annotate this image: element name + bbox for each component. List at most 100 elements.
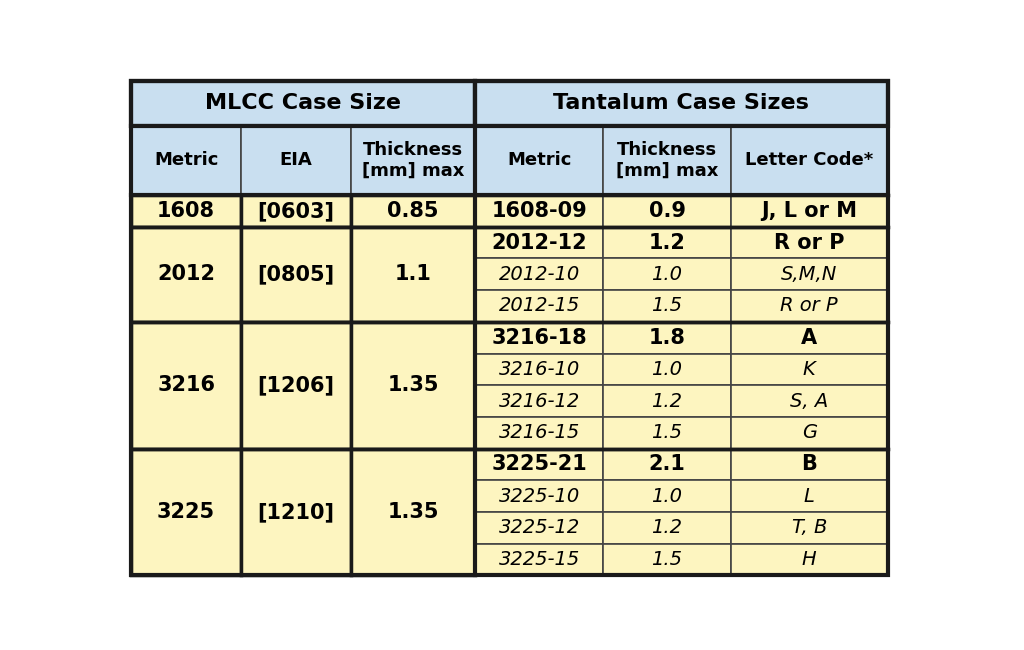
Bar — [351, 448, 475, 575]
Text: Tantalum Case Sizes: Tantalum Case Sizes — [553, 94, 809, 113]
Text: 1.2: 1.2 — [651, 518, 683, 538]
Text: [0805]: [0805] — [258, 265, 335, 284]
Text: 1.5: 1.5 — [651, 423, 683, 442]
Text: 3216-12: 3216-12 — [499, 391, 580, 411]
Bar — [603, 512, 731, 543]
Text: 3216-15: 3216-15 — [499, 423, 580, 442]
Bar — [731, 543, 888, 575]
Bar — [131, 125, 241, 195]
Text: B: B — [802, 454, 817, 474]
Bar — [731, 227, 888, 259]
Text: EIA: EIA — [280, 151, 312, 170]
Text: 2012-12: 2012-12 — [492, 233, 587, 253]
Bar — [731, 385, 888, 417]
Text: 1.2: 1.2 — [651, 391, 683, 411]
Bar — [603, 385, 731, 417]
Bar — [731, 259, 888, 290]
Bar — [131, 195, 241, 227]
Text: 2012: 2012 — [157, 265, 215, 284]
Text: T, B: T, B — [792, 518, 827, 538]
Bar — [351, 227, 475, 322]
Bar — [475, 512, 603, 543]
Bar — [731, 125, 888, 195]
Text: 3216: 3216 — [157, 375, 215, 395]
Text: 3225-10: 3225-10 — [499, 487, 580, 506]
Text: G: G — [802, 423, 817, 442]
Bar — [475, 125, 603, 195]
Text: 2012-10: 2012-10 — [499, 265, 580, 284]
Bar — [603, 417, 731, 448]
Text: 2012-15: 2012-15 — [499, 296, 580, 315]
Text: R or P: R or P — [774, 233, 845, 253]
Text: MLCC Case Size: MLCC Case Size — [205, 94, 401, 113]
Bar — [603, 448, 731, 480]
Text: Letter Code*: Letter Code* — [745, 151, 873, 170]
Bar — [241, 322, 351, 448]
Text: 0.85: 0.85 — [387, 201, 439, 221]
Bar — [475, 195, 603, 227]
Bar — [731, 480, 888, 512]
Bar — [475, 543, 603, 575]
Bar — [731, 290, 888, 322]
Text: 3225: 3225 — [157, 502, 215, 522]
Text: 3225-21: 3225-21 — [492, 454, 587, 474]
Bar — [351, 195, 475, 227]
Bar — [731, 512, 888, 543]
Bar — [241, 125, 351, 195]
Text: Thickness
[mm] max: Thickness [mm] max — [615, 141, 718, 180]
Text: A: A — [801, 328, 817, 348]
Text: S, A: S, A — [791, 391, 828, 411]
Text: R or P: R or P — [780, 296, 838, 315]
Bar — [475, 417, 603, 448]
Text: 3216-18: 3216-18 — [492, 328, 587, 348]
Text: 1.5: 1.5 — [651, 296, 683, 315]
Text: J, L or M: J, L or M — [761, 201, 857, 221]
Text: 1.5: 1.5 — [651, 550, 683, 569]
Bar — [603, 354, 731, 385]
Text: Thickness
[mm] max: Thickness [mm] max — [362, 141, 465, 180]
Text: 1.2: 1.2 — [648, 233, 685, 253]
Text: H: H — [802, 550, 816, 569]
Bar — [241, 195, 351, 227]
Bar — [731, 354, 888, 385]
Bar — [603, 322, 731, 354]
Bar — [131, 322, 241, 448]
Bar — [731, 322, 888, 354]
Bar — [603, 195, 731, 227]
Text: 1.35: 1.35 — [387, 375, 439, 395]
Bar — [475, 290, 603, 322]
Bar — [351, 322, 475, 448]
Text: 1.0: 1.0 — [651, 487, 683, 506]
Bar — [475, 354, 603, 385]
Bar — [351, 125, 475, 195]
Text: L: L — [804, 487, 815, 506]
Text: [1206]: [1206] — [258, 375, 335, 395]
Text: K: K — [803, 360, 815, 379]
Bar — [475, 81, 888, 125]
Text: 1.8: 1.8 — [648, 328, 685, 348]
Bar — [131, 448, 241, 575]
Text: 0.9: 0.9 — [648, 201, 685, 221]
Text: 1608-09: 1608-09 — [492, 201, 587, 221]
Bar — [603, 227, 731, 259]
Text: Metric: Metric — [507, 151, 571, 170]
Text: 1608: 1608 — [157, 201, 215, 221]
Bar — [241, 227, 351, 322]
Bar — [731, 448, 888, 480]
Bar — [603, 259, 731, 290]
Text: 3216-10: 3216-10 — [499, 360, 580, 379]
Bar — [131, 81, 475, 125]
Text: [1210]: [1210] — [258, 502, 335, 522]
Bar — [603, 125, 731, 195]
Bar — [731, 195, 888, 227]
Bar — [131, 227, 241, 322]
Bar — [475, 322, 603, 354]
Bar — [603, 543, 731, 575]
Text: 1.0: 1.0 — [651, 360, 683, 379]
Text: 1.0: 1.0 — [651, 265, 683, 284]
Bar — [603, 480, 731, 512]
Text: S,M,N: S,M,N — [781, 265, 838, 284]
Text: 3225-12: 3225-12 — [499, 518, 580, 538]
Bar — [241, 448, 351, 575]
Text: 1.1: 1.1 — [395, 265, 432, 284]
